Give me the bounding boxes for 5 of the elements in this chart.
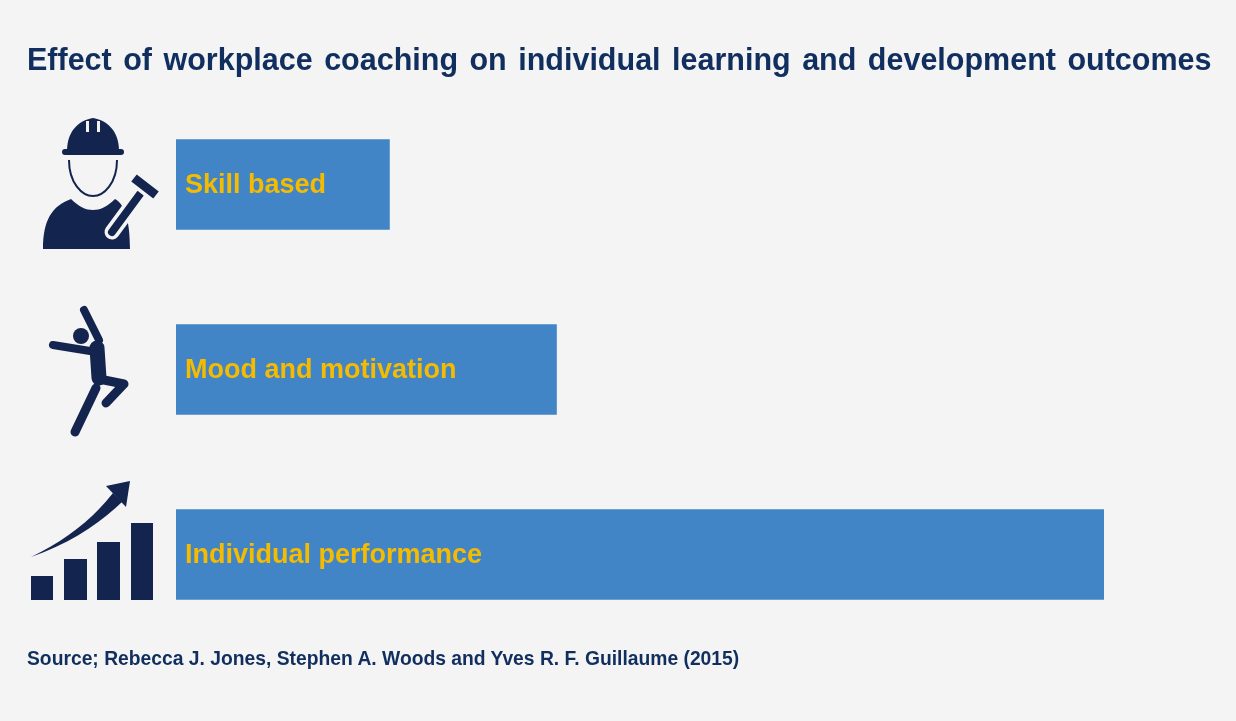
y-tick-label: Individual performance [185, 538, 483, 569]
y-tick-label: Mood and motivation [185, 353, 457, 384]
chart-title: Effect of workplace coaching on individual learning and development outcomes [27, 42, 1212, 77]
source-note: Source; Rebecca J. Jones, Stephen A. Woods and Yves R. F. Guillaume (2015) [27, 648, 740, 670]
y-tick-label: Skill based [185, 168, 327, 199]
